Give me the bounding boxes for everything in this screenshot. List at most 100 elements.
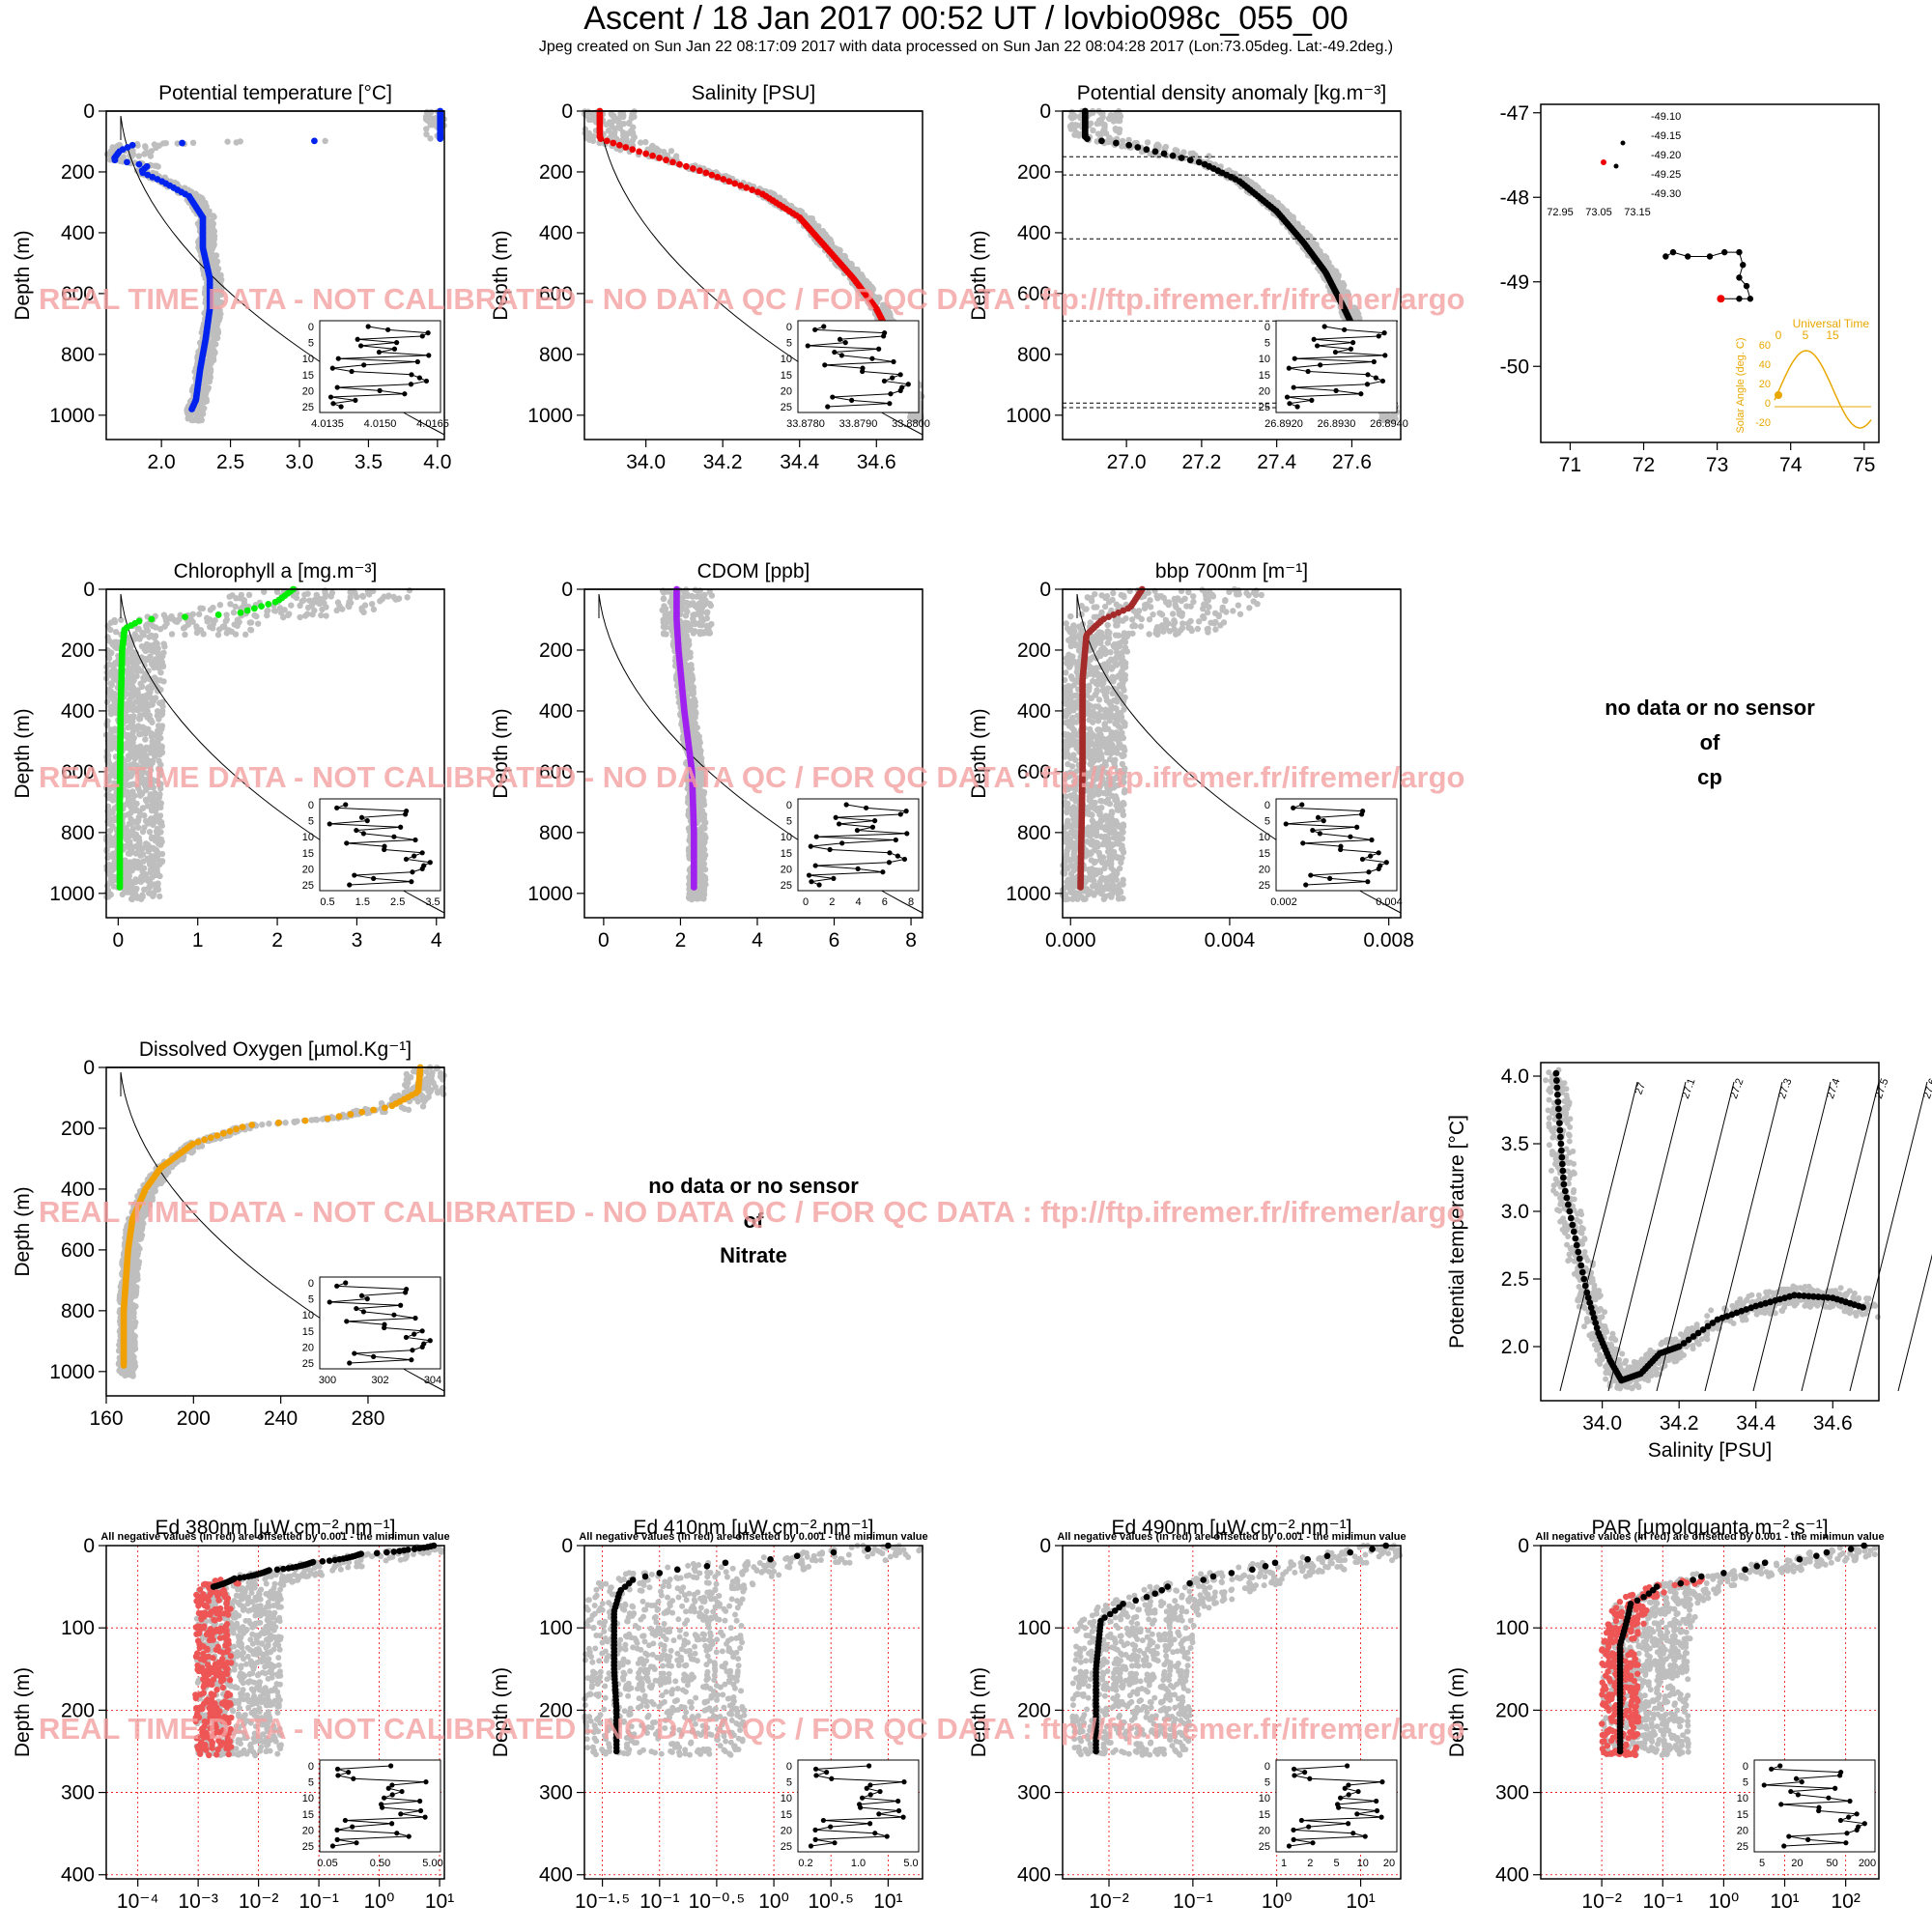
chl-history-point bbox=[146, 828, 154, 836]
temp-history-point bbox=[189, 139, 197, 147]
chl-history-point bbox=[139, 629, 146, 636]
dens-history-point bbox=[1290, 213, 1296, 220]
chl-history-point bbox=[136, 863, 144, 870]
chl-history-point bbox=[126, 832, 133, 839]
dens-inset-point bbox=[1294, 404, 1300, 410]
chl-xtick-label: 4 bbox=[431, 929, 442, 952]
temp-ytick-label: 800 bbox=[61, 344, 95, 366]
sal-history-point bbox=[608, 110, 614, 118]
temp-history-point bbox=[233, 139, 240, 146]
chl-history-point bbox=[107, 619, 115, 626]
chl-history-point bbox=[109, 640, 116, 648]
chl-history-point bbox=[145, 642, 152, 649]
temp-history-point bbox=[209, 220, 215, 227]
dens-xtick-label: 27.6 bbox=[1332, 451, 1372, 473]
temp-history-point bbox=[210, 346, 216, 354]
dens-profile-point bbox=[1169, 152, 1177, 159]
sal-inset-point bbox=[825, 404, 831, 410]
chl-history-point bbox=[140, 676, 148, 684]
chl-history-point bbox=[406, 586, 413, 594]
dens-ytick-label: 1000 bbox=[1006, 405, 1051, 427]
chl-history-point bbox=[288, 602, 295, 609]
sal-xtick-label: 34.0 bbox=[626, 451, 666, 473]
sal-profile-point bbox=[603, 137, 611, 145]
chl-history-point bbox=[195, 611, 203, 618]
chl-history-point bbox=[153, 660, 160, 667]
chl-inset-ytick: 10 bbox=[302, 832, 314, 843]
chl-history-point bbox=[327, 593, 334, 600]
chl-history-point bbox=[107, 710, 115, 718]
chl-history-point bbox=[302, 612, 309, 619]
chl-history-point bbox=[154, 829, 160, 836]
chl-history-point bbox=[322, 587, 328, 594]
sal-inset-point bbox=[890, 375, 895, 381]
dens-history-point bbox=[1206, 153, 1212, 159]
chl-history-point bbox=[128, 732, 135, 740]
sal-profile-point bbox=[725, 178, 733, 185]
chl-inset-ytick: 15 bbox=[302, 848, 314, 860]
sal-inset-xtick: 33.8790 bbox=[839, 418, 878, 430]
temp-profile-point bbox=[188, 406, 195, 412]
chl-history-point bbox=[160, 640, 167, 647]
chl-history-point bbox=[155, 816, 161, 824]
sal-ytick-label: 800 bbox=[539, 344, 573, 366]
chl-inset-ytick: 20 bbox=[302, 864, 314, 875]
chl-history-point bbox=[297, 613, 303, 621]
sal-history-point bbox=[589, 114, 597, 121]
dens-profile-point bbox=[1125, 141, 1133, 149]
dens-ytick-label: 0 bbox=[1039, 100, 1051, 123]
sal-history-point bbox=[590, 133, 597, 140]
chl-history-point bbox=[125, 799, 131, 806]
temp-inset-ytick: 10 bbox=[302, 354, 314, 365]
dens-profile-point bbox=[1178, 155, 1185, 161]
sal-profile-point bbox=[743, 184, 751, 191]
sal-profile-point bbox=[720, 176, 727, 183]
chl-history-point bbox=[151, 674, 158, 681]
temp-ytick-label: 200 bbox=[61, 161, 95, 184]
chl-history-point bbox=[297, 602, 303, 610]
chl-history-point bbox=[172, 617, 179, 625]
chl-history-point bbox=[157, 804, 164, 811]
chl-history-point bbox=[156, 625, 164, 633]
temp-history-point bbox=[135, 153, 142, 159]
chl-history-point bbox=[162, 617, 170, 624]
dens-inset-ytick: 0 bbox=[1264, 322, 1270, 333]
chl-history-point bbox=[144, 621, 151, 628]
temp-history-point bbox=[200, 202, 207, 209]
chl-ytick-label: 0 bbox=[83, 579, 95, 601]
sal-xtick-label: 34.6 bbox=[857, 451, 896, 473]
sal-inset-point bbox=[905, 382, 911, 387]
dens-profile-point bbox=[1186, 156, 1194, 164]
temp-ylabel: Depth (m) bbox=[12, 230, 34, 320]
chl-inset-ytick: 5 bbox=[308, 816, 314, 828]
chl-history-point bbox=[152, 805, 158, 811]
chl-history-point bbox=[149, 719, 156, 725]
temp-history-point bbox=[322, 137, 328, 145]
dens-history-point bbox=[1248, 179, 1255, 186]
chl-xtick-label: 1 bbox=[192, 929, 204, 952]
chl-history-point bbox=[246, 619, 253, 626]
chl-history-point bbox=[150, 747, 157, 753]
chl-history-point bbox=[144, 875, 151, 882]
sal-profile-point bbox=[663, 156, 669, 164]
chl-history-point bbox=[126, 649, 133, 656]
dens-inset-ytick: 5 bbox=[1264, 338, 1270, 350]
temp-inset-xtick: 4.0135 bbox=[311, 418, 344, 430]
chl-xtick-label: 3 bbox=[352, 929, 363, 952]
chl-history-point bbox=[281, 607, 288, 613]
temp-history-point bbox=[213, 316, 221, 323]
sal-inset-xtick: 33.8800 bbox=[892, 418, 930, 430]
dens-history-point bbox=[1107, 112, 1115, 119]
chl-history-point bbox=[155, 650, 161, 657]
chl-history-point bbox=[105, 745, 113, 752]
chl-history-point bbox=[197, 627, 205, 634]
chl-ytick-label: 800 bbox=[61, 822, 95, 844]
chl-history-point bbox=[139, 805, 147, 811]
chl-history-point bbox=[270, 607, 278, 614]
chl-history-point bbox=[207, 607, 214, 613]
chl-history-point bbox=[109, 867, 116, 873]
chl-history-point bbox=[107, 729, 115, 736]
chl-history-point bbox=[221, 624, 228, 631]
chl-history-point bbox=[109, 853, 116, 860]
